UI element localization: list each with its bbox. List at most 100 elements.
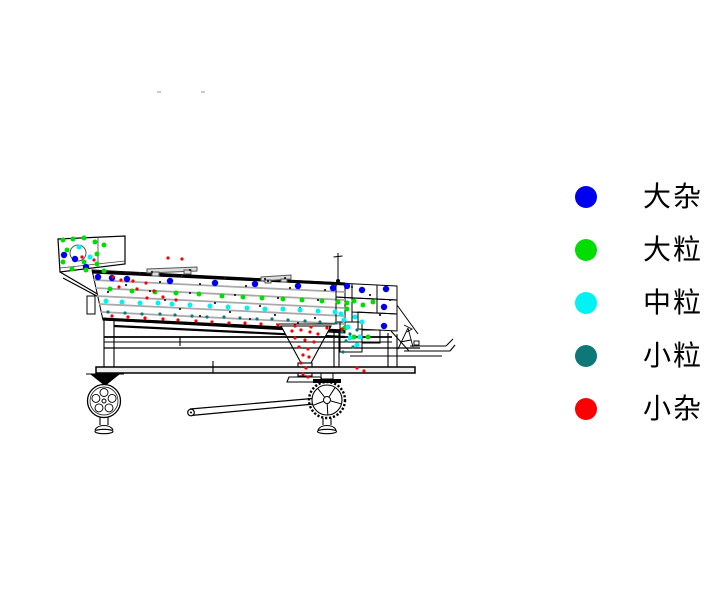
faint-marks [157, 91, 205, 93]
debris-mark [124, 283, 128, 287]
particle-dot [131, 279, 135, 283]
debris-mark [296, 321, 300, 325]
particle-dot [155, 300, 161, 306]
particle-dot [345, 324, 351, 330]
particle-dot [143, 316, 147, 320]
debris-mark [378, 313, 382, 317]
particle-dot [60, 251, 68, 259]
legend-swatch [575, 345, 597, 367]
particle-dot [174, 298, 178, 302]
legend-swatch [575, 398, 597, 420]
particle-dot [338, 311, 344, 317]
discharge-chute [397, 324, 420, 350]
debris-mark [198, 314, 202, 318]
particle-dot [301, 372, 305, 376]
particle-dot [207, 303, 213, 309]
particle-dot [194, 319, 198, 323]
legend-item-small-impurities: 小杂 [565, 393, 715, 425]
particle-dot [335, 299, 341, 305]
particle-dot [340, 330, 344, 334]
particle-dot [222, 315, 226, 319]
particle-dot [355, 366, 359, 370]
particle-dot [348, 332, 352, 336]
particle-dot [103, 298, 109, 304]
particle-dot [319, 298, 325, 304]
particle-dot [190, 314, 194, 318]
debris-mark [150, 270, 154, 274]
particle-dot [81, 235, 87, 241]
debris-mark [308, 281, 312, 285]
debris-mark [228, 310, 232, 314]
particle-dot [227, 321, 231, 325]
particle-dot [341, 350, 345, 354]
debris-mark [180, 274, 184, 278]
particle-dot [144, 281, 148, 285]
particle-dot [92, 239, 98, 245]
particle-dot [307, 355, 311, 359]
particle-dot [360, 302, 366, 308]
debris-mark [273, 313, 277, 317]
particle-dot [370, 299, 376, 305]
particle-dot [210, 320, 214, 324]
particle-dot [166, 256, 170, 260]
particle-dot [380, 303, 388, 311]
particle-dot [166, 277, 174, 285]
debris-mark [223, 276, 227, 280]
debris-mark [233, 293, 237, 297]
particle-dot [173, 290, 179, 296]
particle-dot [297, 345, 301, 349]
particle-dot [357, 334, 363, 340]
particle-dot [318, 320, 322, 324]
particle-dot [129, 288, 135, 294]
particle-dot [71, 255, 79, 263]
particle-dot [187, 302, 193, 308]
particle-dot [329, 284, 337, 292]
particle-dot [161, 317, 165, 321]
handle-bar [187, 396, 326, 417]
particle-dot [308, 330, 312, 334]
particle-dot [110, 314, 114, 318]
debris-mark [188, 291, 192, 295]
particle-dot [243, 321, 247, 325]
particle-dot [299, 297, 305, 303]
debris-mark [213, 301, 217, 305]
particle-dot [293, 324, 297, 328]
particle-dot [161, 295, 165, 299]
particle-dot [180, 257, 184, 261]
particle-dot [80, 255, 84, 259]
particle-dot [106, 310, 110, 314]
debris-mark [288, 286, 292, 290]
right-wheel [307, 372, 347, 435]
debris-mark [316, 298, 320, 302]
legend-swatch [575, 239, 597, 261]
particle-dot [351, 334, 357, 340]
particle-dot [87, 254, 93, 260]
debris-mark [163, 298, 167, 302]
legend-item-label: 小粒 [643, 339, 704, 372]
deck-bracket [146, 266, 292, 284]
particle-dot [173, 313, 177, 317]
debris-mark [276, 296, 280, 300]
particle-dot [303, 338, 307, 342]
discharge-compartments [335, 282, 419, 353]
debris-mark [334, 283, 338, 287]
particle-dot [145, 296, 149, 300]
particle-dot [334, 321, 338, 325]
particle-dot [158, 312, 162, 316]
legend-swatch [575, 186, 597, 208]
particle-dot [60, 237, 66, 243]
particle-dot [352, 314, 358, 320]
particle-dot [225, 304, 231, 310]
particle-layer [60, 235, 390, 379]
particle-dot [81, 259, 87, 265]
particle-dot [152, 289, 156, 293]
particle-dot [325, 326, 329, 330]
particle-dot [101, 242, 107, 248]
particle-dot [262, 306, 268, 312]
particle-dot [64, 247, 70, 253]
particle-dot [259, 322, 263, 326]
particle-dot [358, 286, 366, 294]
particle-dot [365, 334, 371, 340]
legend-item-medium-grain: 中粒 [565, 287, 715, 319]
